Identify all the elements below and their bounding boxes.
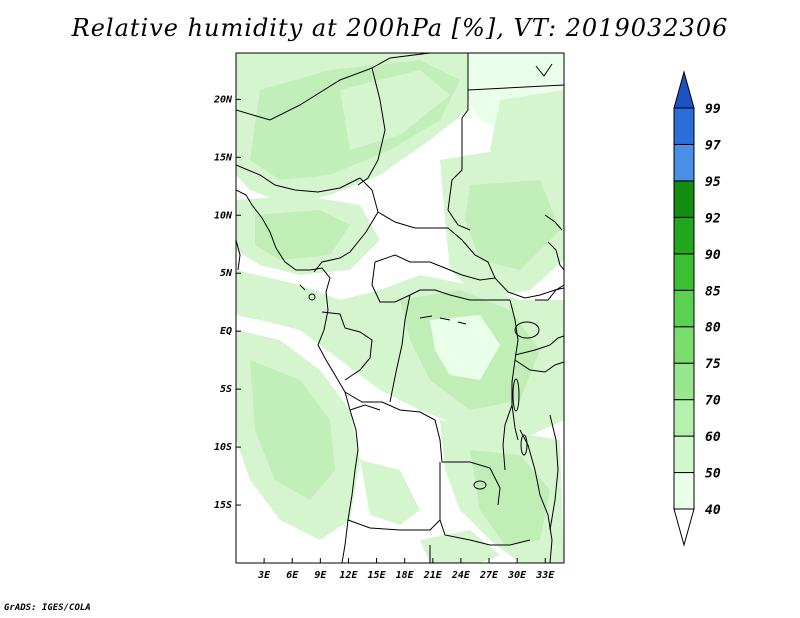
lon-label-21e: 21E xyxy=(423,570,443,581)
lat-label-15n: 15N xyxy=(214,152,233,163)
colorbar-segment xyxy=(673,399,695,437)
lat-label-15s: 15S xyxy=(214,500,232,511)
colorbar-label-90: 90 xyxy=(705,248,721,263)
colorbar-label-50: 50 xyxy=(705,467,721,482)
lat-label-5n: 5N xyxy=(220,268,233,279)
map-frame xyxy=(235,52,565,564)
lon-label-3e: 3E xyxy=(257,570,271,581)
colorbar-label-97: 97 xyxy=(705,138,721,153)
lon-label-6e: 6E xyxy=(286,570,299,581)
colorbar-label-85: 85 xyxy=(705,284,721,299)
humidity-shading xyxy=(236,53,564,563)
colorbar-label-60: 60 xyxy=(705,430,721,445)
colorbar-segment xyxy=(673,216,695,255)
lon-label-15e: 15E xyxy=(368,570,387,581)
lat-label-10s: 10S xyxy=(214,442,232,453)
colorbar-segment xyxy=(673,180,695,218)
lon-label-30e: 30E xyxy=(507,570,527,581)
lat-label-eq: EQ xyxy=(220,326,232,337)
colorbar-segment xyxy=(673,289,695,328)
colorbar-label-80: 80 xyxy=(705,321,721,336)
lat-label-20n: 20N xyxy=(213,94,233,105)
colorbar-segment xyxy=(673,362,695,401)
colorbar-segment xyxy=(673,472,695,510)
colorbar-label-99: 99 xyxy=(705,102,721,117)
colorbar-label-40: 40 xyxy=(705,503,721,518)
colorbar: 40 50 60 70 75 80 85 90 92 95 97 99 xyxy=(673,70,721,547)
colorbar-upper-extend xyxy=(673,70,695,109)
colorbar-lower-extend xyxy=(673,508,695,547)
lon-label-9e: 9E xyxy=(314,570,327,581)
country-borders xyxy=(236,53,564,563)
colorbar-label-75: 75 xyxy=(705,357,721,372)
lat-label-10n: 10N xyxy=(214,210,233,221)
latitude-axis: 20N 15N 10N 5N EQ 5S 10S 15S xyxy=(213,94,241,511)
colorbar-label-95: 95 xyxy=(705,175,721,190)
grads-credit: GrADS: IGES/COLA xyxy=(4,603,91,613)
colorbar-segment xyxy=(673,326,695,364)
colorbar-segment xyxy=(673,253,695,291)
colorbar-label-70: 70 xyxy=(705,394,721,409)
lon-label-12e: 12E xyxy=(339,570,358,581)
chart-title: Relative humidity at 200hPa [%], VT: 201… xyxy=(71,14,729,42)
lon-label-24e: 24E xyxy=(451,570,471,581)
lon-label-18e: 18E xyxy=(396,570,415,581)
colorbar-segment xyxy=(673,143,695,182)
lon-label-27e: 27E xyxy=(479,570,499,581)
colorbar-label-92: 92 xyxy=(705,211,721,226)
longitude-axis: 3E 6E 9E 12E 15E 18E 21E 24E 27E 30E 33E xyxy=(257,558,555,581)
colorbar-segment xyxy=(673,107,695,145)
colorbar-segment xyxy=(673,435,695,474)
lat-label-5s: 5S xyxy=(220,384,232,395)
lon-label-33e: 33E xyxy=(535,570,555,581)
